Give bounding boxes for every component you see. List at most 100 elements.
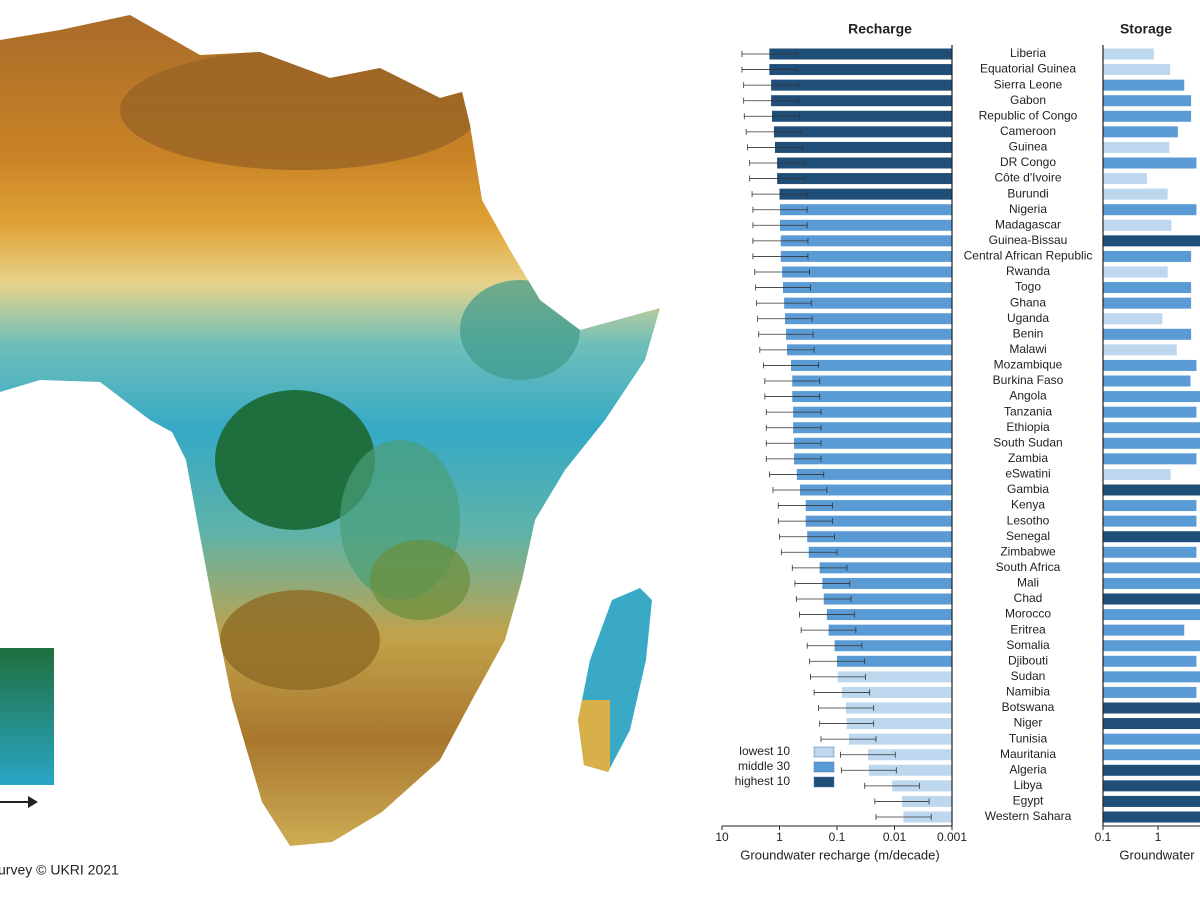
bar [1103, 718, 1200, 730]
bar [805, 515, 952, 527]
category-label: Benin [1013, 326, 1044, 340]
bar [1103, 546, 1197, 558]
bar [774, 141, 952, 153]
category-label: Burundi [1007, 186, 1048, 200]
bar [1103, 795, 1200, 807]
category-label: Western Sahara [985, 809, 1072, 823]
bar [834, 640, 952, 652]
category-label: Botswana [1002, 700, 1055, 714]
category-label: Uganda [1007, 311, 1049, 325]
legend-swatch [813, 761, 835, 773]
category-label: Mauritania [1000, 747, 1056, 761]
bar [822, 577, 952, 589]
bar [793, 437, 952, 449]
bar [828, 624, 952, 636]
x-tick-label: 0.1 [829, 830, 846, 844]
bar [1103, 126, 1178, 138]
category-label: Republic of Congo [979, 108, 1078, 122]
x-tick-label: 1 [1155, 830, 1162, 844]
bar [1103, 204, 1197, 216]
chart-title: Storage [1120, 21, 1172, 37]
map: urvey © UKRI 2021 [0, 15, 660, 878]
category-label: Djibouti [1008, 653, 1048, 667]
bar [837, 671, 952, 683]
bar [1103, 173, 1147, 185]
category-label: Gabon [1010, 93, 1046, 107]
category-label: Guinea-Bissau [989, 233, 1068, 247]
map-credit: urvey © UKRI 2021 [0, 862, 119, 878]
bar [1103, 64, 1171, 76]
category-label: Côte d'Ivoire [995, 171, 1062, 185]
bar [1103, 95, 1192, 107]
x-axis-label: Groundwater [1119, 847, 1195, 862]
bar [1103, 359, 1197, 371]
category-label: Somalia [1006, 638, 1050, 652]
x-tick-label: 0.001 [937, 830, 967, 844]
bar [782, 282, 952, 294]
bar [1103, 640, 1200, 652]
bar [780, 219, 952, 231]
bar [848, 733, 952, 745]
bar [1103, 266, 1168, 278]
bar [784, 297, 952, 309]
category-label: Morocco [1005, 607, 1051, 621]
chart-title: Recharge [848, 21, 912, 37]
x-tick-label: 0.01 [883, 830, 907, 844]
bar [1103, 110, 1192, 122]
bar [1103, 422, 1200, 434]
bar [1103, 141, 1170, 153]
category-label: eSwatini [1005, 467, 1050, 481]
bar [780, 235, 952, 247]
category-label: Tunisia [1009, 731, 1048, 745]
category-label: Angola [1009, 389, 1047, 403]
bar [841, 686, 952, 698]
bar [1103, 749, 1200, 761]
category-label: Central African Republic [964, 249, 1093, 263]
x-tick-label: 10 [715, 830, 729, 844]
bar [1103, 702, 1200, 714]
bar [785, 313, 952, 325]
bar [773, 126, 952, 138]
category-label: Equatorial Guinea [980, 62, 1076, 76]
bar [1103, 313, 1163, 325]
category-label: South Africa [996, 560, 1061, 574]
bar [868, 764, 952, 776]
category-label: Ghana [1010, 295, 1046, 309]
bar [793, 406, 952, 418]
bar [1103, 188, 1168, 200]
category-label: Libya [1014, 778, 1043, 792]
bar [826, 609, 952, 621]
bar [1103, 453, 1197, 465]
bar [1103, 375, 1191, 387]
bar [1103, 219, 1172, 231]
category-label: Madagascar [995, 217, 1061, 231]
bar [1103, 780, 1200, 792]
bar [1103, 282, 1192, 294]
bar [808, 546, 952, 558]
bar [1103, 609, 1200, 621]
category-label: Guinea [1009, 140, 1048, 154]
bar [846, 718, 952, 730]
bar [791, 359, 952, 371]
bar [892, 780, 952, 792]
bar [771, 95, 952, 107]
bar [837, 655, 952, 667]
bar [1103, 484, 1200, 496]
category-label: Zimbabwe [1000, 544, 1056, 558]
bar [772, 110, 952, 122]
legend-label: lowest 10 [739, 744, 790, 758]
bar [780, 204, 952, 216]
category-label: Rwanda [1006, 264, 1050, 278]
bar [800, 484, 952, 496]
bar [777, 173, 952, 185]
bar [1103, 515, 1197, 527]
bar [792, 391, 952, 403]
category-label: Malawi [1009, 342, 1046, 356]
bar [823, 593, 952, 605]
bar [1103, 157, 1197, 169]
bar [1103, 468, 1171, 480]
bar [1103, 328, 1192, 340]
legend-label: highest 10 [735, 774, 791, 788]
